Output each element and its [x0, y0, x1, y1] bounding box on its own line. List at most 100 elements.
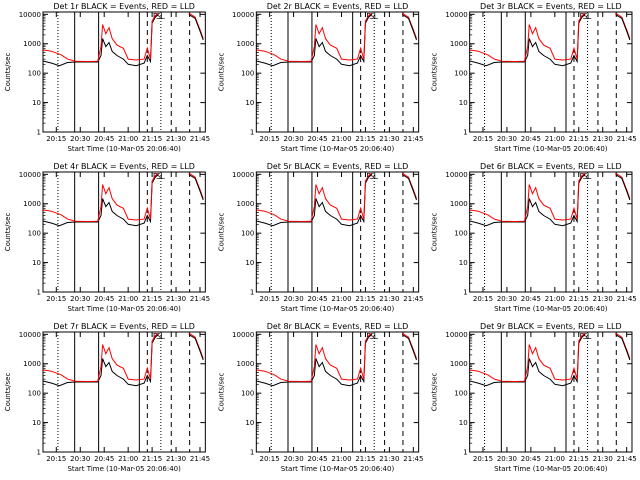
x-tick-label: 21:30	[593, 455, 613, 463]
x-tick-label: 21:15	[142, 135, 162, 143]
y-tick-label: 10	[245, 99, 254, 107]
x-axis-label: Start Time (10-Mar-05 20:06:40)	[281, 305, 395, 313]
x-tick-label: 21:00	[118, 295, 138, 303]
series-events-tail	[615, 14, 631, 41]
series-events-tail	[401, 14, 417, 41]
x-tick-label: 20:45	[94, 135, 114, 143]
marker-L: L	[374, 332, 379, 341]
y-tick-label: 1	[463, 129, 467, 137]
y-tick-label: 100	[241, 70, 254, 78]
detector-panel-5: Det 5r BLACK = Events, RED = LLD 1 10 100 10…	[217, 162, 423, 313]
x-tick-label: 20:15	[473, 295, 493, 303]
x-tick-label: 20:45	[94, 455, 114, 463]
series-events	[469, 333, 586, 387]
detector-panel-2: Det 2r BLACK = Events, RED = LLD 1 10 100 10…	[217, 2, 423, 153]
plot-frame	[255, 171, 420, 293]
series-events	[42, 173, 159, 227]
y-tick-label: 10	[459, 419, 468, 427]
y-tick-label: 10000	[19, 331, 41, 339]
y-tick-label: 10000	[232, 331, 254, 339]
y-tick-label: 100	[454, 70, 467, 78]
x-tick-label: 21:45	[403, 295, 423, 303]
x-tick-label: 21:30	[593, 135, 613, 143]
chart-title: Det 6r BLACK = Events, RED = LLD	[480, 162, 622, 171]
y-tick-label: 1	[463, 289, 467, 297]
y-tick-label: 10000	[445, 11, 467, 19]
marker-S: S	[156, 12, 161, 21]
series-events-tail	[615, 174, 631, 201]
y-tick-label: 1	[463, 449, 467, 457]
detector-panel-6: Det 6r BLACK = Events, RED = LLD 1 10 100 10…	[431, 162, 637, 313]
y-tick-label: 100	[454, 230, 467, 238]
x-tick-label: 20:30	[283, 455, 303, 463]
series-lld	[43, 172, 159, 223]
x-tick-label: 21:15	[142, 295, 162, 303]
marker-L: L	[160, 12, 165, 21]
chart-title: Det 7r BLACK = Events, RED = LLD	[53, 322, 195, 331]
detector-panel-8: Det 8r BLACK = Events, RED = LLD 1 10 100 10…	[217, 322, 423, 473]
y-tick-label: 1000	[450, 360, 468, 368]
series-events	[256, 173, 373, 227]
y-tick-label: 10000	[19, 171, 41, 179]
x-tick-label: 21:45	[403, 135, 423, 143]
y-tick-label: 100	[28, 70, 41, 78]
y-tick-label: 100	[241, 230, 254, 238]
y-axis-label: Counts/sec	[217, 213, 225, 252]
x-tick-label: 20:15	[260, 135, 280, 143]
series-events	[256, 13, 373, 67]
y-tick-label: 1	[37, 289, 41, 297]
x-tick-label: 21:00	[545, 295, 565, 303]
plot-frame	[42, 331, 206, 453]
y-axis-label: Counts/sec	[431, 53, 439, 92]
x-tick-label: 21:45	[617, 135, 637, 143]
y-axis-label: Counts/sec	[217, 373, 225, 412]
y-tick-label: 10	[32, 259, 41, 267]
y-axis-label: Counts/sec	[4, 213, 12, 252]
x-tick-label: 21:30	[379, 135, 399, 143]
marker-S: S	[156, 172, 161, 181]
y-tick-label: 100	[241, 390, 254, 398]
x-tick-label: 20:30	[70, 135, 90, 143]
y-tick-label: 1000	[237, 200, 255, 208]
y-tick-label: 100	[28, 390, 41, 398]
y-tick-label: 10	[459, 99, 468, 107]
x-tick-label: 20:30	[497, 455, 517, 463]
x-tick-label: 20:45	[94, 295, 114, 303]
x-tick-label: 20:30	[283, 295, 303, 303]
y-tick-label: 1000	[450, 200, 468, 208]
marker-L: L	[160, 332, 165, 341]
detector-panel-3: Det 3r BLACK = Events, RED = LLD 1 10 100 10…	[431, 2, 637, 153]
x-axis-label: Start Time (10-Mar-05 20:06:40)	[281, 145, 395, 153]
series-lld	[469, 12, 586, 63]
y-tick-label: 1000	[23, 360, 41, 368]
x-tick-label: 21:30	[166, 455, 186, 463]
detector-panel-4: Det 4r BLACK = Events, RED = LLD 1 10 100 10…	[4, 162, 210, 313]
x-tick-label: 21:45	[403, 455, 423, 463]
plot-frame	[469, 11, 633, 133]
x-tick-label: 20:45	[307, 135, 327, 143]
x-tick-label: 21:00	[331, 295, 351, 303]
x-tick-label: 21:15	[355, 135, 375, 143]
x-tick-label: 21:15	[142, 455, 162, 463]
y-tick-label: 100	[28, 230, 41, 238]
series-events-tail	[188, 174, 204, 201]
x-tick-label: 20:30	[70, 455, 90, 463]
marker-S: S	[369, 172, 374, 181]
x-tick-label: 21:00	[118, 135, 138, 143]
series-events-tail	[401, 334, 417, 361]
y-tick-label: 1	[250, 129, 254, 137]
y-tick-label: 1000	[23, 40, 41, 48]
marker-S: S	[369, 12, 374, 21]
x-tick-label: 20:45	[521, 455, 541, 463]
marker-L: L	[587, 332, 592, 341]
y-axis-label: Counts/sec	[217, 53, 225, 92]
x-tick-label: 21:00	[118, 455, 138, 463]
y-tick-label: 10000	[445, 331, 467, 339]
series-events-tail	[188, 334, 204, 361]
marker-L: L	[587, 172, 592, 181]
marker-L: L	[374, 12, 379, 21]
x-tick-label: 21:15	[355, 455, 375, 463]
marker-S: S	[583, 332, 588, 341]
y-tick-label: 100	[454, 390, 467, 398]
